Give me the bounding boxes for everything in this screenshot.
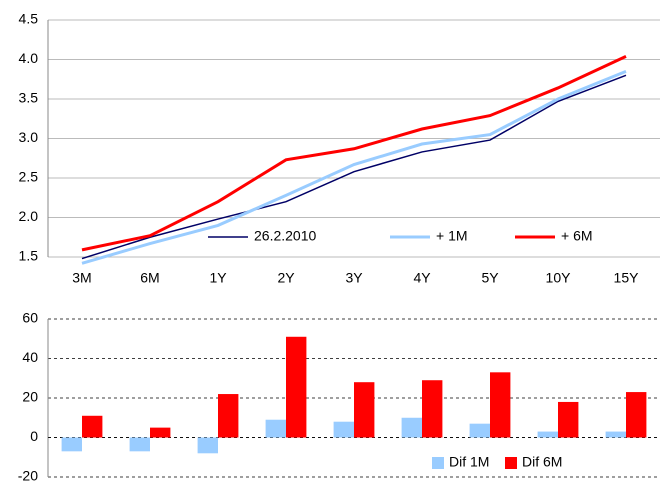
bar bbox=[61, 437, 82, 452]
bar bbox=[333, 421, 354, 438]
legend-label: + 1M bbox=[436, 228, 468, 244]
bar bbox=[82, 415, 103, 438]
bar bbox=[537, 431, 558, 438]
legend-swatch bbox=[505, 457, 517, 469]
bar bbox=[490, 372, 511, 438]
bar bbox=[150, 427, 171, 438]
bar bbox=[558, 401, 579, 438]
line bbox=[81, 54, 627, 252]
y-tick-label: 4.0 bbox=[19, 50, 39, 66]
legend-label: Dif 1M bbox=[449, 454, 489, 470]
bar bbox=[286, 336, 307, 438]
bar bbox=[218, 394, 239, 438]
bar bbox=[265, 419, 286, 438]
bar bbox=[422, 380, 443, 438]
legend-label: + 6M bbox=[561, 228, 593, 244]
x-tick-label: 2Y bbox=[277, 270, 295, 286]
legend-label: Dif 6M bbox=[522, 454, 562, 470]
line bbox=[81, 69, 627, 265]
bar bbox=[354, 382, 375, 438]
y-tick-label: 0 bbox=[30, 428, 38, 444]
bar bbox=[197, 437, 218, 454]
line bbox=[81, 74, 627, 260]
y-tick-label: 3.0 bbox=[19, 129, 39, 145]
y-tick-label: -20 bbox=[18, 468, 38, 482]
y-tick-label: 60 bbox=[22, 310, 38, 326]
x-tick-label: 10Y bbox=[546, 270, 572, 286]
y-tick-label: 40 bbox=[22, 349, 38, 365]
y-tick-label: 1.5 bbox=[19, 248, 39, 264]
x-tick-label: 5Y bbox=[481, 270, 499, 286]
legend-swatch bbox=[432, 457, 444, 469]
y-tick-label: 2.5 bbox=[19, 169, 39, 185]
x-tick-label: 15Y bbox=[614, 270, 640, 286]
y-tick-label: 3.5 bbox=[19, 90, 39, 106]
x-tick-label: 3Y bbox=[345, 270, 363, 286]
bar bbox=[626, 392, 647, 438]
y-tick-label: 20 bbox=[22, 389, 38, 405]
x-tick-label: 1Y bbox=[209, 270, 227, 286]
y-tick-label: 4.5 bbox=[19, 11, 39, 27]
legend-label: 26.2.2010 bbox=[254, 228, 316, 244]
y-tick-label: 2.0 bbox=[19, 208, 39, 224]
bar bbox=[401, 417, 422, 438]
x-tick-label: 4Y bbox=[413, 270, 431, 286]
x-tick-label: 3M bbox=[72, 270, 91, 286]
x-tick-label: 6M bbox=[140, 270, 159, 286]
bar bbox=[129, 437, 150, 452]
bar bbox=[605, 431, 626, 438]
bar bbox=[469, 423, 490, 438]
